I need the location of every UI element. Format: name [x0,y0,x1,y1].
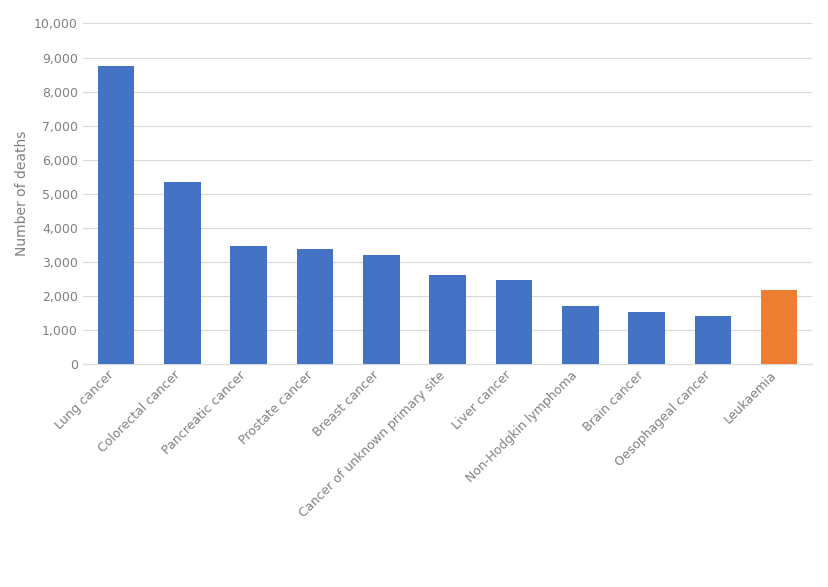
Bar [694,316,730,364]
Bar [296,249,333,364]
Bar [164,182,200,364]
Bar [561,306,598,364]
Bar [429,275,465,364]
Bar [495,279,532,364]
Y-axis label: Number of deaths: Number of deaths [15,131,29,257]
Bar [628,312,664,364]
Bar [363,255,399,364]
Bar [230,247,267,364]
Bar [760,290,797,364]
Bar [98,66,134,364]
